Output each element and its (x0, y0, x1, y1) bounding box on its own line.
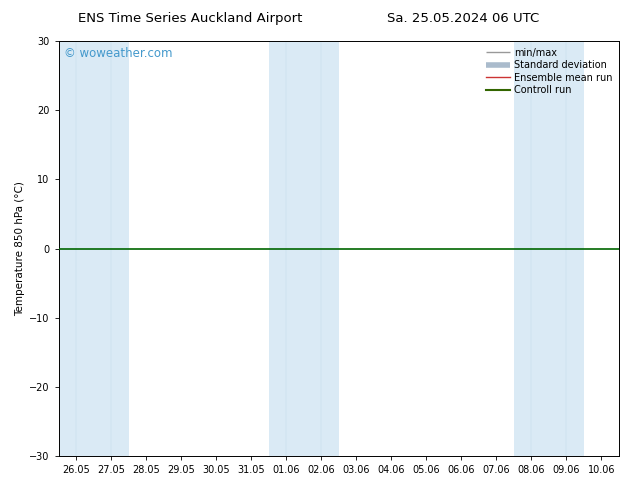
Bar (269, 41, 304, 456)
Bar (514, 41, 549, 456)
Text: © woweather.com: © woweather.com (64, 47, 173, 60)
Bar (549, 41, 584, 456)
Bar (94, 41, 129, 456)
Bar (304, 41, 339, 456)
Y-axis label: Temperature 850 hPa (°C): Temperature 850 hPa (°C) (15, 181, 25, 316)
Text: ENS Time Series Auckland Airport: ENS Time Series Auckland Airport (78, 12, 302, 25)
Legend: min/max, Standard deviation, Ensemble mean run, Controll run: min/max, Standard deviation, Ensemble me… (484, 46, 614, 97)
Bar (59, 41, 94, 456)
Text: Sa. 25.05.2024 06 UTC: Sa. 25.05.2024 06 UTC (387, 12, 539, 25)
